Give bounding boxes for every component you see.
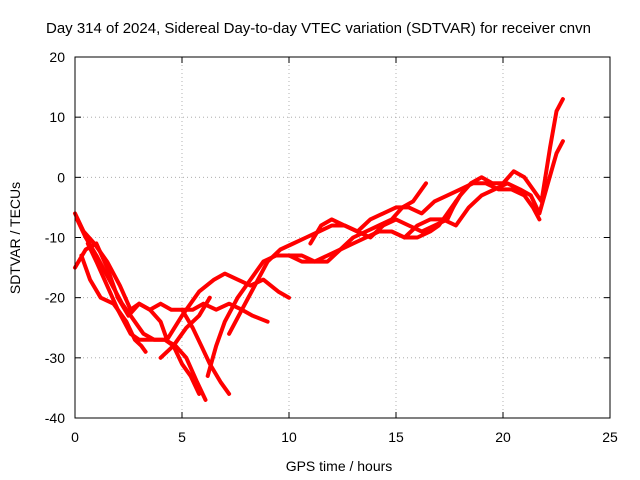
x-tick-label: 15 <box>388 429 404 445</box>
series-line-sat-l <box>402 139 565 240</box>
series-line-sat-k <box>308 181 542 246</box>
series-layer <box>73 97 565 402</box>
series-line-sat-g <box>180 307 232 396</box>
series-line-sat-m <box>447 97 565 216</box>
x-tick-label: 20 <box>495 429 511 445</box>
series-line-sat-f <box>158 295 212 360</box>
chart-title: Day 314 of 2024, Sidereal Day-to-day VTE… <box>46 20 591 37</box>
series-line-sat-b <box>75 217 208 402</box>
y-tick-label: 0 <box>57 169 65 185</box>
grid-lines <box>75 57 610 418</box>
y-axis-label: SDTVAR / TECUs <box>7 182 23 294</box>
y-tick-label: 10 <box>49 109 65 125</box>
x-tick-label: 5 <box>178 429 186 445</box>
y-tick-label: -40 <box>45 410 65 426</box>
y-tick-label: -20 <box>45 290 65 306</box>
x-tick-label: 10 <box>281 429 297 445</box>
series-line-sat-e <box>85 241 202 396</box>
x-tick-label: 25 <box>602 429 618 445</box>
y-tick-label: -10 <box>45 230 65 246</box>
x-axis-label: GPS time / hours <box>286 458 393 474</box>
y-tick-label: -30 <box>45 350 65 366</box>
x-tick-label: 0 <box>71 429 79 445</box>
axis-ticks: 0 5 10 15 20 25 -40 -30 -20 -10 0 10 20 <box>45 49 618 445</box>
y-tick-label: 20 <box>49 49 65 65</box>
